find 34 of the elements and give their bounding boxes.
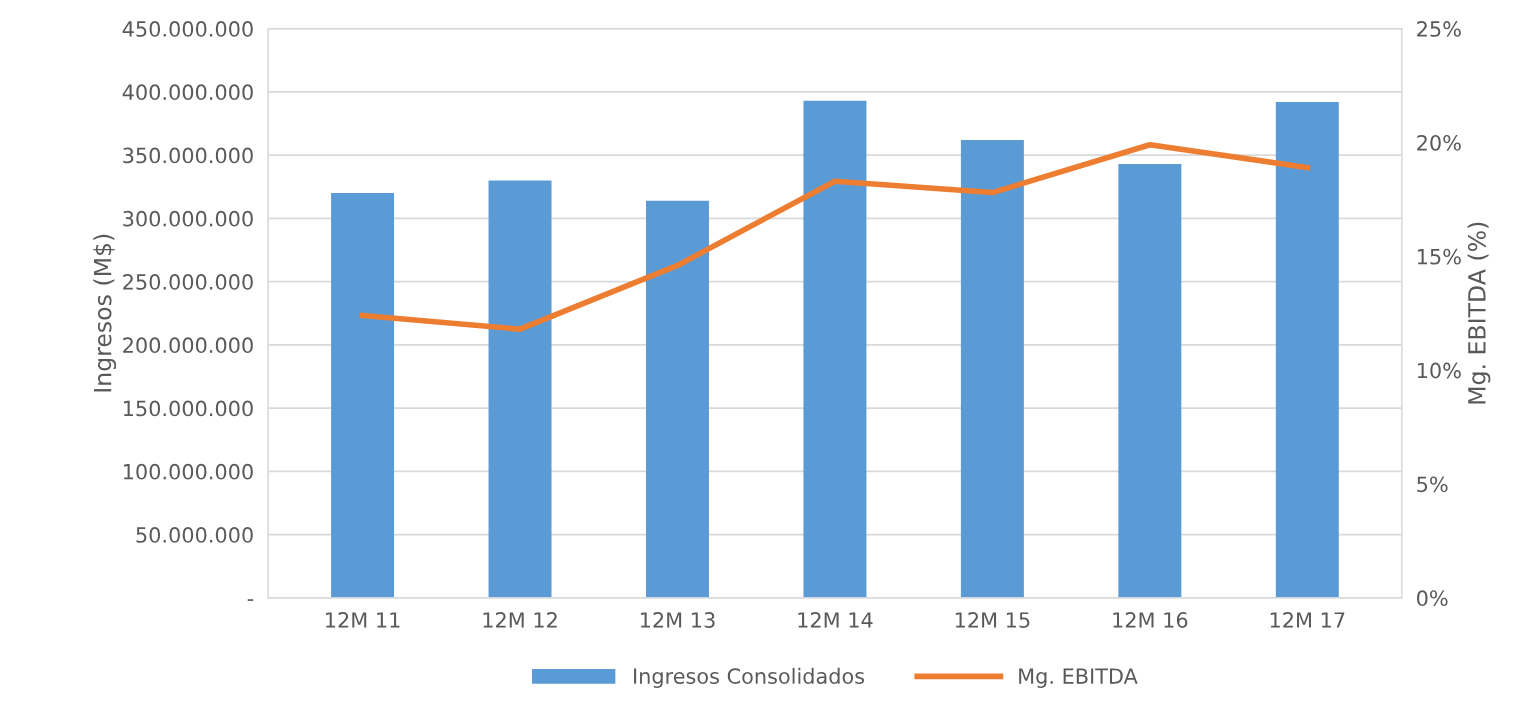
legend-label: Ingresos Consolidados — [634, 667, 865, 688]
x-tick-label: 12M 17 — [1270, 612, 1345, 628]
y2-tick-label: 0% — [1417, 590, 1448, 607]
y-tick-label: 100.000.000 — [123, 463, 253, 480]
y-tick-label: 250.000.000 — [123, 274, 253, 290]
y2-tick-label: 25% — [1417, 21, 1461, 37]
x-tick-label: 12M 13 — [640, 612, 715, 628]
y-axis-title: Ingresos (M$) — [93, 234, 117, 392]
y-tick-label: 450.000.000 — [122, 21, 253, 37]
y2-tick-label: 10% — [1417, 362, 1461, 379]
y2-tick-label: 5% — [1417, 476, 1448, 493]
y-tick-label: - — [247, 599, 254, 601]
bar — [645, 200, 709, 598]
y2-tick-label: 20% — [1417, 134, 1461, 151]
legend-label: Mg. EBITDA — [1019, 668, 1138, 688]
y2-axis-title: Mg. EBITDA (%) — [1467, 222, 1491, 404]
bar — [803, 100, 867, 598]
y-tick-label: 350.000.000 — [123, 147, 253, 164]
x-tick-label: 12M 16 — [1113, 612, 1188, 628]
y-tick-label: 300.000.000 — [123, 210, 253, 227]
y-tick-label: 200.000.000 — [123, 337, 253, 354]
y-tick-label: 150.000.000 — [123, 400, 253, 417]
x-tick-label: 12M 11 — [326, 612, 400, 628]
bar — [488, 180, 552, 598]
y-tick-label: 400.000.000 — [122, 84, 253, 101]
bar — [331, 193, 395, 598]
x-tick-label: 12M 15 — [955, 612, 1030, 628]
y2-tick-label: 15% — [1417, 248, 1461, 265]
x-tick-label: 12M 12 — [483, 612, 557, 628]
y-tick-label: 50.000.000 — [136, 527, 253, 543]
x-tick-label: 12M 14 — [798, 612, 873, 628]
bar — [1275, 102, 1339, 598]
bar — [960, 139, 1024, 598]
bar — [1118, 163, 1182, 598]
